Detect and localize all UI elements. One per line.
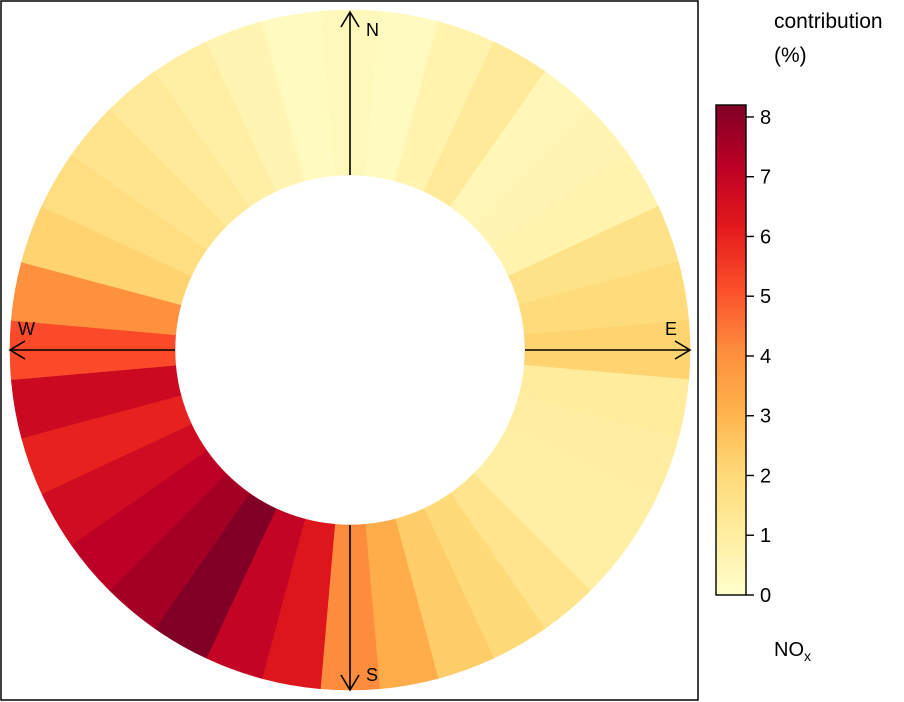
west-arrowhead <box>8 340 26 360</box>
colorbar-tick-label-6: 6 <box>760 226 771 248</box>
pollutant-subscript: x <box>804 648 811 664</box>
colorbar-tick-label-1: 1 <box>760 525 771 547</box>
colorbar-ticks: 0 1 2 3 4 5 6 7 8 <box>746 107 771 607</box>
colorbar-tick-label-3: 3 <box>760 406 771 428</box>
annulus-sectors <box>9 9 691 691</box>
legend-title-line1: contribution <box>774 10 883 33</box>
sector-350deg <box>261 10 336 182</box>
south-label: S <box>366 665 378 685</box>
north-label: N <box>366 20 379 40</box>
colorbar-tick-label-7: 7 <box>760 167 771 189</box>
colorbar <box>715 104 747 596</box>
north-arrowhead <box>340 10 360 28</box>
compass-axes <box>8 10 692 692</box>
legend-title-line2: (%) <box>774 44 807 67</box>
colorbar-tick-label-8: 8 <box>760 107 771 129</box>
colorbar-tick-label-4: 4 <box>760 346 771 368</box>
colorbar-tick-label-0: 0 <box>760 585 771 607</box>
east-label: E <box>665 319 677 339</box>
west-label: W <box>18 319 35 339</box>
colorbar-tick-label-5: 5 <box>760 286 771 308</box>
pollutant-label: NOx <box>774 639 811 664</box>
east-arrowhead <box>674 340 692 360</box>
south-arrowhead <box>340 674 360 692</box>
plot-frame <box>0 0 699 701</box>
colorbar-tick-label-2: 2 <box>760 465 771 487</box>
pollutant-name: NO <box>774 639 804 661</box>
